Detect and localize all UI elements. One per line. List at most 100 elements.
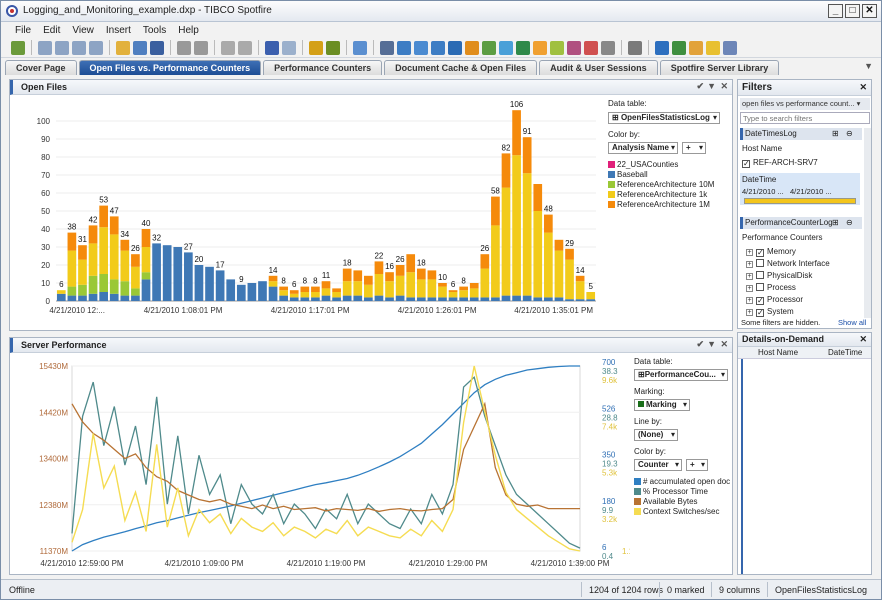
filter-group-datetimeslog[interactable]: DateTimesLog	[740, 128, 862, 140]
treemap-icon[interactable]	[533, 40, 547, 55]
combination-chart-icon[interactable]	[448, 40, 462, 55]
menu-help[interactable]: Help	[178, 24, 199, 36]
crosstable-icon[interactable]	[397, 40, 411, 55]
line-chart-icon[interactable]	[431, 40, 445, 55]
check-icon[interactable]: ✔	[696, 81, 704, 91]
data-table-dropdown[interactable]: ⊞PerformanceCou... ▾	[634, 369, 728, 381]
import-icon[interactable]	[133, 40, 147, 55]
lists-icon[interactable]	[723, 40, 737, 55]
box-plot-icon[interactable]	[601, 40, 615, 55]
text-area-icon[interactable]	[628, 40, 642, 55]
tabs-overflow-icon[interactable]: ▼	[864, 61, 873, 71]
color-by-add-dropdown[interactable]: + ▾	[682, 142, 706, 154]
bookmark-star-icon[interactable]	[706, 40, 720, 55]
tab-document-cache[interactable]: Document Cache & Open Files	[384, 60, 538, 75]
close-window-button[interactable]: ✕	[862, 4, 877, 18]
filter-scope-dropdown[interactable]: open files vs performance count... ▾	[740, 98, 870, 110]
color-by-add-dropdown[interactable]: + ▾	[686, 459, 708, 471]
filter-search-input[interactable]	[740, 112, 870, 124]
layout-cols-icon[interactable]	[89, 40, 103, 55]
menu-insert[interactable]: Insert	[105, 24, 131, 36]
tab-performance-counters[interactable]: Performance Counters	[263, 60, 383, 75]
color-by-dropdown[interactable]: Analysis Name ▾	[608, 142, 678, 154]
table-vis-icon[interactable]	[380, 40, 394, 55]
save-icon[interactable]	[150, 40, 164, 55]
minimize-button[interactable]: _	[828, 4, 843, 18]
tab-server-library[interactable]: Spotfire Server Library	[659, 60, 780, 75]
data-icon[interactable]	[326, 40, 340, 55]
counter-system[interactable]: + ✓ System	[746, 307, 794, 317]
host-name-option[interactable]: ✓ REF-ARCH-SRV7	[742, 158, 818, 168]
legend-item[interactable]: # accumulated open doc	[634, 477, 730, 486]
panel-menu-icon[interactable]: ▼	[707, 339, 716, 349]
filters-scrollbar[interactable]	[864, 128, 871, 318]
tag-icon[interactable]	[689, 40, 703, 55]
maximize-button[interactable]: □	[845, 4, 860, 18]
scatter-plot-icon[interactable]	[482, 40, 496, 55]
tab-cover-page[interactable]: Cover Page	[5, 60, 77, 75]
menu-edit[interactable]: Edit	[43, 24, 61, 36]
legend-item[interactable]: Baseball	[608, 170, 648, 179]
legend-item[interactable]: ReferenceArchitecture 1M	[608, 200, 710, 209]
3d-scatter-icon[interactable]	[499, 40, 513, 55]
counter-processor[interactable]: + ✓ Processor	[746, 295, 804, 305]
counter-physicaldisk[interactable]: + PhysicalDisk	[746, 271, 813, 280]
summary-table-icon[interactable]	[584, 40, 598, 55]
export-icon[interactable]	[194, 40, 208, 55]
close-panel-icon[interactable]: ✕	[720, 339, 728, 349]
new-page-icon[interactable]	[353, 40, 367, 55]
counter-memory[interactable]: + ✓ Memory	[746, 247, 796, 257]
collapse-icon[interactable]: ⊖	[846, 218, 853, 227]
redo-icon[interactable]	[282, 40, 296, 55]
layout-rows-icon[interactable]	[72, 40, 86, 55]
marking-dropdown[interactable]: Marking ▾	[634, 399, 690, 411]
show-all-link[interactable]: Show all	[838, 318, 867, 327]
line-by-dropdown[interactable]: (None) ▾	[634, 429, 678, 441]
check-icon[interactable]: ✔	[696, 339, 704, 349]
legend-item[interactable]: Available Bytes	[634, 497, 698, 506]
copy-icon[interactable]	[221, 40, 235, 55]
filter-icon[interactable]	[655, 40, 669, 55]
legend-item[interactable]: 22_USACounties	[608, 160, 678, 169]
column-host-name[interactable]: Host Name	[758, 348, 799, 357]
filter-group-performancecounterlog[interactable]: PerformanceCounterLog	[740, 217, 862, 229]
menu-tools[interactable]: Tools	[142, 24, 167, 36]
tab-open-files-vs-performance[interactable]: Open Files vs. Performance Counters	[78, 60, 262, 75]
parallel-coords-icon[interactable]	[567, 40, 581, 55]
close-details-icon[interactable]: ✕	[859, 334, 867, 344]
legend-item[interactable]: % Processor Time	[634, 487, 708, 496]
undo-icon[interactable]	[265, 40, 279, 55]
menu-view[interactable]: View	[72, 24, 94, 36]
pie-chart-icon[interactable]	[465, 40, 479, 55]
counter-process[interactable]: + Process	[746, 283, 796, 292]
color-by-dropdown[interactable]: Counter ▾	[634, 459, 682, 471]
heat-map-icon[interactable]	[550, 40, 564, 55]
layout-icon[interactable]	[38, 40, 52, 55]
panel-menu-icon[interactable]: ▼	[707, 81, 716, 91]
open-icon[interactable]	[116, 40, 130, 55]
legend-item[interactable]: Context Switches/sec	[634, 507, 719, 516]
open-files-bar-chart[interactable]: 0102030405060708090100638314253473426403…	[10, 95, 606, 331]
data-table-dropdown[interactable]: ⊞ OpenFilesStatisticsLog ▾	[608, 112, 720, 124]
close-filters-icon[interactable]: ✕	[859, 82, 867, 92]
legend-item[interactable]: ReferenceArchitecture 1k	[608, 190, 707, 199]
active-table[interactable]: OpenFilesStatisticsLog	[775, 585, 868, 595]
collapse-icon[interactable]: ⊖	[846, 129, 853, 138]
datetime-range[interactable]: 4/21/2010 ... 4/21/2010 ...	[742, 187, 832, 196]
tab-audit-user-sessions[interactable]: Audit & User Sessions	[539, 60, 658, 75]
refresh-icon[interactable]	[309, 40, 323, 55]
print-icon[interactable]	[177, 40, 191, 55]
home-icon[interactable]	[11, 40, 25, 55]
close-panel-icon[interactable]: ✕	[720, 81, 728, 91]
details-icon[interactable]	[672, 40, 686, 55]
graphical-table-icon[interactable]	[414, 40, 428, 55]
column-datetime[interactable]: DateTime	[828, 348, 863, 357]
map-chart-icon[interactable]	[516, 40, 530, 55]
counter-network-interface[interactable]: + Network Interface	[746, 259, 830, 268]
layout-split-icon[interactable]	[55, 40, 69, 55]
datetime-slider[interactable]	[744, 198, 856, 204]
paste-icon[interactable]	[238, 40, 252, 55]
legend-item[interactable]: ReferenceArchitecture 10M	[608, 180, 714, 189]
menu-file[interactable]: File	[15, 24, 32, 36]
